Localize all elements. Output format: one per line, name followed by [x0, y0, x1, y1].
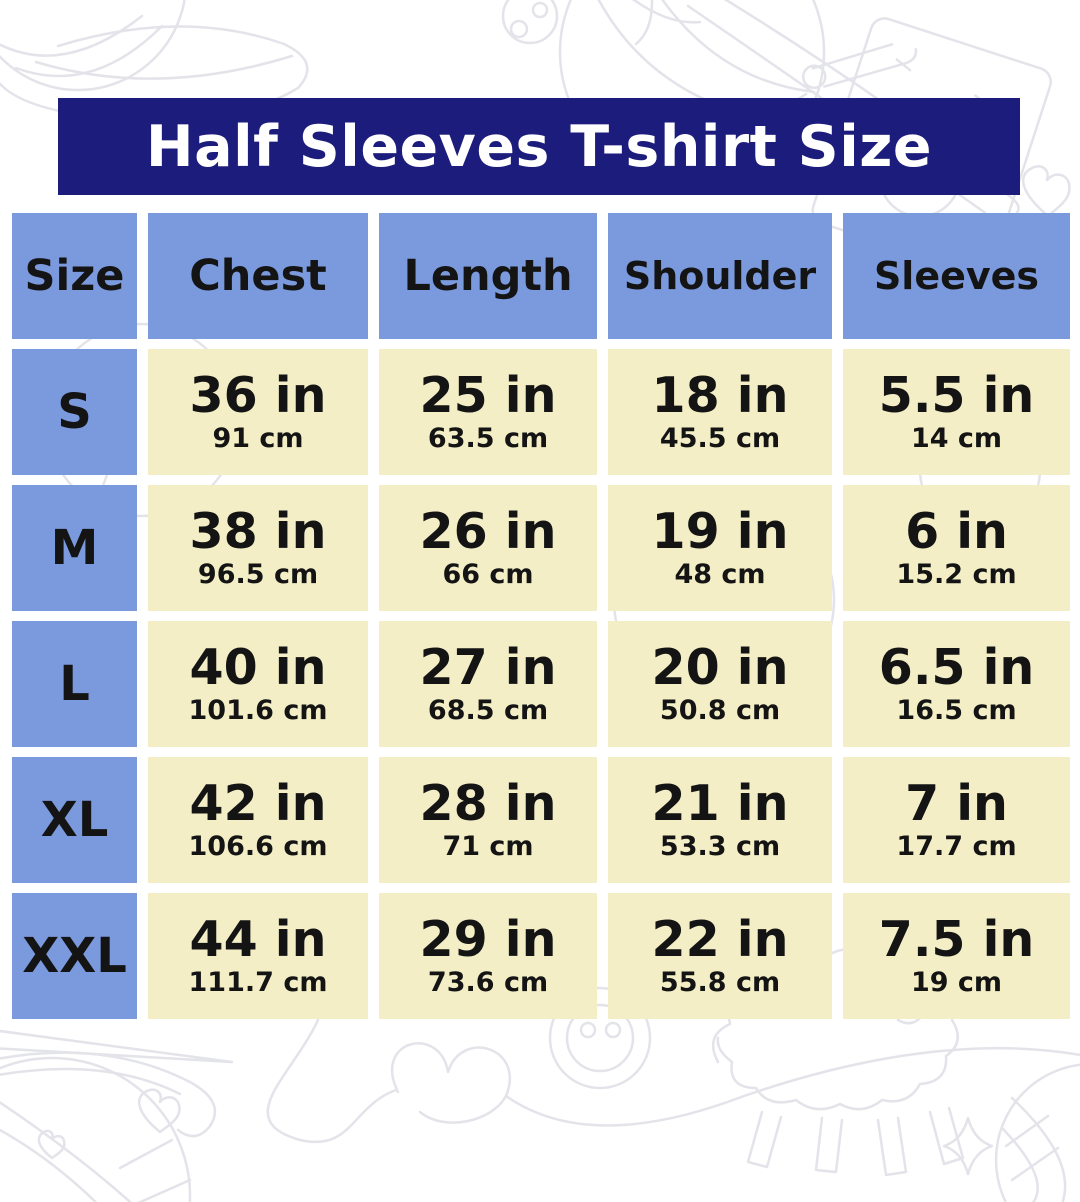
- value-cm: 71 cm: [442, 831, 534, 863]
- needle-icon: [632, 0, 702, 46]
- yarn-ball-icon: [0, 1056, 192, 1202]
- table-cell-shoulder-xl: 21 in 53.3 cm: [608, 757, 832, 883]
- table-cell-length-xxl: 29 in 73.6 cm: [379, 893, 597, 1019]
- thread-heart-icon: [266, 1018, 1080, 1144]
- table-cell-sleeves-xl: 7 in 17.7 cm: [843, 757, 1070, 883]
- value-inches: 18 in: [651, 366, 789, 424]
- table-cell-chest-m: 38 in 96.5 cm: [148, 485, 368, 611]
- column-header-shoulder: Shoulder: [608, 213, 832, 339]
- value-cm: 14 cm: [910, 423, 1003, 455]
- value-inches: 36 in: [189, 366, 327, 424]
- table-cell-shoulder-m: 19 in 48 cm: [608, 485, 832, 611]
- column-header-size: Size: [12, 213, 137, 339]
- table-cell-chest-xxl: 44 in 111.7 cm: [148, 893, 368, 1019]
- yarn-ball-icon: [0, 0, 186, 92]
- size-table: Size Chest Length Shoulder Sleeves S 36 …: [12, 213, 1070, 1019]
- value-inches: 6.5 in: [878, 638, 1035, 696]
- table-cell-sleeves-xxl: 7.5 in 19 cm: [843, 893, 1070, 1019]
- value-inches: 6 in: [905, 502, 1008, 560]
- value-cm: 17.7 cm: [896, 831, 1017, 863]
- value-inches: 22 in: [651, 910, 789, 968]
- needle-icon: [0, 1029, 234, 1064]
- table-cell-shoulder-xxl: 22 in 55.8 cm: [608, 893, 832, 1019]
- column-header-chest: Chest: [148, 213, 368, 339]
- size-label-m: M: [12, 485, 137, 611]
- value-cm: 66 cm: [442, 559, 534, 591]
- value-cm: 45.5 cm: [659, 423, 781, 455]
- heart-icon: [137, 1088, 181, 1134]
- value-inches: 21 in: [651, 774, 789, 832]
- table-cell-shoulder-s: 18 in 45.5 cm: [608, 349, 832, 475]
- value-inches: 5.5 in: [878, 366, 1035, 424]
- table-cell-chest-xl: 42 in 106.6 cm: [148, 757, 368, 883]
- table-cell-chest-l: 40 in 101.6 cm: [148, 621, 368, 747]
- table-cell-length-s: 25 in 63.5 cm: [379, 349, 597, 475]
- value-cm: 53.3 cm: [659, 831, 781, 863]
- table-cell-sleeves-s: 5.5 in 14 cm: [843, 349, 1070, 475]
- sparkle-icon: [942, 1116, 994, 1176]
- value-cm: 91 cm: [212, 423, 304, 455]
- table-cell-sleeves-m: 6 in 15.2 cm: [843, 485, 1070, 611]
- value-inches: 44 in: [189, 910, 327, 968]
- table-cell-length-xl: 28 in 71 cm: [379, 757, 597, 883]
- value-cm: 111.7 cm: [188, 967, 328, 999]
- value-inches: 7 in: [905, 774, 1008, 832]
- value-cm: 96.5 cm: [197, 559, 319, 591]
- crochet-hook-icon: [0, 1051, 216, 1138]
- value-cm: 15.2 cm: [896, 559, 1017, 591]
- size-label-xl: XL: [12, 757, 137, 883]
- value-inches: 20 in: [651, 638, 789, 696]
- button-icon: [501, 0, 559, 45]
- value-inches: 40 in: [189, 638, 327, 696]
- value-inches: 19 in: [651, 502, 789, 560]
- value-cm: 73.6 cm: [427, 967, 549, 999]
- value-cm: 55.8 cm: [659, 967, 781, 999]
- value-cm: 63.5 cm: [427, 423, 549, 455]
- heart-icon: [37, 1129, 66, 1160]
- table-cell-sleeves-l: 6.5 in 16.5 cm: [843, 621, 1070, 747]
- value-inches: 25 in: [419, 366, 557, 424]
- value-cm: 19 cm: [910, 967, 1003, 999]
- value-inches: 7.5 in: [878, 910, 1035, 968]
- value-inches: 29 in: [419, 910, 557, 968]
- size-label-s: S: [12, 349, 137, 475]
- size-label-xxl: XXL: [12, 893, 137, 1019]
- value-cm: 16.5 cm: [896, 695, 1017, 727]
- value-cm: 50.8 cm: [659, 695, 781, 727]
- column-header-length: Length: [379, 213, 597, 339]
- value-cm: 68.5 cm: [427, 695, 549, 727]
- value-inches: 27 in: [419, 638, 557, 696]
- value-inches: 26 in: [419, 502, 557, 560]
- table-cell-length-m: 26 in 66 cm: [379, 485, 597, 611]
- value-cm: 106.6 cm: [188, 831, 328, 863]
- column-header-sleeves: Sleeves: [843, 213, 1070, 339]
- size-label-l: L: [12, 621, 137, 747]
- value-inches: 28 in: [419, 774, 557, 832]
- page-title: Half Sleeves T-shirt Size: [145, 113, 933, 180]
- heart-icon: [1022, 165, 1071, 218]
- yarn-ball-icon: [994, 1063, 1080, 1202]
- value-cm: 101.6 cm: [188, 695, 328, 727]
- value-inches: 42 in: [189, 774, 327, 832]
- title-banner: Half Sleeves T-shirt Size: [58, 98, 1020, 195]
- value-inches: 38 in: [189, 502, 327, 560]
- table-cell-chest-s: 36 in 91 cm: [148, 349, 368, 475]
- table-cell-shoulder-l: 20 in 50.8 cm: [608, 621, 832, 747]
- value-cm: 48 cm: [674, 559, 766, 591]
- table-cell-length-l: 27 in 68.5 cm: [379, 621, 597, 747]
